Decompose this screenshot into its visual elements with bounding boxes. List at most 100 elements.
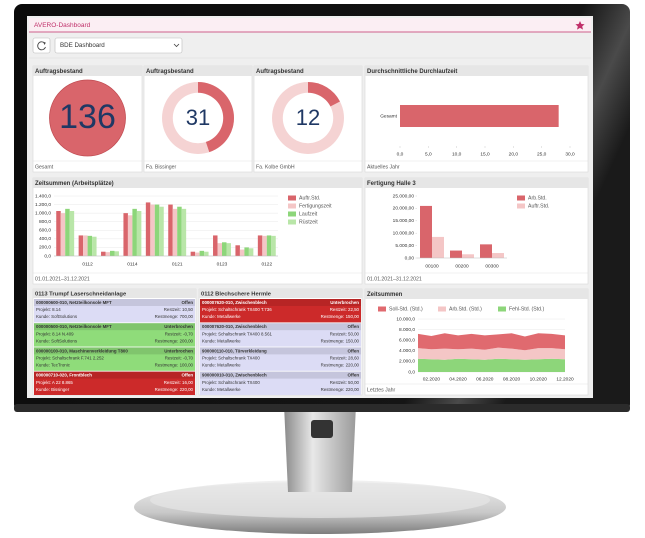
job-title: 000007620-010, Zwischenblech <box>202 300 267 305</box>
app-title: AVERO-Dashboard <box>34 22 91 29</box>
job-card-header <box>34 371 195 379</box>
bar <box>222 242 227 256</box>
job-title: 000000600-010, Netzteilkonsole MFT <box>36 300 112 305</box>
list-title: 0112 Blechschere Hermle <box>201 292 272 298</box>
job-project: Projekt: Schaltschrank TX400 <box>202 380 260 385</box>
legend-label: Soll-Std. (Std.) <box>389 306 423 312</box>
bar <box>132 208 137 256</box>
job-customer: Kunde: Metallwerke <box>202 363 241 368</box>
x-tick-label: 0121 <box>172 261 183 267</box>
bezel-bottom <box>14 404 630 412</box>
x-tick-label: 10.2020 <box>530 376 548 382</box>
favorite-icon[interactable] <box>575 21 585 30</box>
bar <box>154 204 160 256</box>
job-title: 000000710-020, Frontblech <box>36 373 92 378</box>
job-rest-time: Restzeit: 16,00 <box>164 380 194 385</box>
job-card-header <box>200 371 361 379</box>
job-customer: Kunde: Metallwerke <box>202 387 241 392</box>
legend-label: Auftr.Std. <box>299 195 320 201</box>
job-status: Offen <box>182 373 194 378</box>
x-tick-label: 0112 <box>82 261 93 267</box>
list-title: 0113 Trumpf Laserschneidanlage <box>35 292 127 298</box>
panel-title: Auftragsbestand <box>256 69 304 75</box>
panel-footer: Fa. Bissinger <box>146 164 177 170</box>
y-tick-label: 5.000,00 <box>395 243 414 249</box>
legend-label: Fertigungszeit <box>299 203 332 209</box>
x-tick-label: 10,0 <box>452 151 462 157</box>
panel-footer: Gesamt <box>35 164 54 170</box>
job-card <box>34 371 195 395</box>
job-title: 000000100-010, Maschinenverkleidung T800 <box>36 348 128 353</box>
job-status: Offen <box>348 324 360 329</box>
bar <box>60 213 66 256</box>
panel <box>32 177 363 285</box>
legend-swatch <box>288 211 296 217</box>
job-customer: Kunde: TecTronic <box>36 363 71 368</box>
legend-label: Arb.Std. (Std.) <box>449 306 482 312</box>
y-category-label: Gesamt <box>380 113 397 119</box>
dropdown-chevron <box>173 43 180 48</box>
x-tick-label: 0114 <box>127 261 138 267</box>
bar <box>244 247 249 256</box>
bar <box>432 236 444 258</box>
job-card-header <box>200 299 361 306</box>
job-rest-qty: Restmenge: 150,00 <box>321 338 360 343</box>
dashboard-dropdown[interactable] <box>54 37 183 54</box>
y-tick-label: 1.400,0 <box>35 193 51 199</box>
bar <box>195 252 200 256</box>
legend-swatch <box>517 203 525 209</box>
stacked-area <box>418 358 565 372</box>
bar <box>257 235 263 256</box>
legend-swatch <box>498 306 506 312</box>
panel-footer: 01.01.2021–31.12.2021 <box>35 276 90 282</box>
job-status: Offen <box>348 373 360 378</box>
bar <box>150 204 155 256</box>
job-status: Unterbrochen <box>164 348 193 353</box>
legend-swatch <box>288 219 296 225</box>
bar <box>168 204 173 256</box>
job-status: Offen <box>348 348 360 353</box>
panel <box>364 177 589 285</box>
legend-label: Fehl-Std. (Std.) <box>509 306 544 312</box>
job-card <box>34 299 195 323</box>
job-project: Projekt: A 22 8.865 <box>36 380 73 385</box>
job-rest-time: Restzeit: 10,50 <box>164 307 194 312</box>
x-tick-label: 0123 <box>217 261 228 267</box>
legend-label: Rüstzeit <box>299 219 318 225</box>
job-card <box>34 323 195 347</box>
bar <box>159 206 164 256</box>
job-title: 000007620-010, Zwischenblech <box>202 324 267 329</box>
panel-footer: Fa. Kolbe GmbH <box>256 164 295 170</box>
x-tick-label: 04.2020 <box>449 376 467 382</box>
x-tick-label: 15,0 <box>480 151 490 157</box>
refresh-icon <box>37 41 46 51</box>
job-project: Projekt: Schaltschrank TX400 <box>202 356 260 361</box>
legend-label: Auftr.Std. <box>528 203 549 209</box>
y-tick-label: 10.000,0 <box>396 316 415 322</box>
x-tick-label: 08.2020 <box>503 376 521 382</box>
x-tick-label: 06.2020 <box>476 376 494 382</box>
bar <box>83 235 88 256</box>
refresh-button[interactable] <box>32 37 51 54</box>
job-card-header <box>34 299 195 306</box>
y-tick-label: 0,0 <box>408 369 415 375</box>
bar <box>213 235 218 256</box>
job-rest-time: Restzeit: 50,00 <box>330 380 360 385</box>
panel-title: Durchschnittliche Durchlaufzeit <box>367 69 457 75</box>
job-card <box>200 371 361 395</box>
y-tick-label: 1.000,0 <box>35 210 51 216</box>
panel-title: Auftragsbestand <box>35 69 83 75</box>
bar <box>78 235 84 256</box>
job-project: Projekt: 8.14 <box>36 307 61 312</box>
bar <box>239 249 245 256</box>
bar <box>450 250 462 258</box>
x-tick-label: 20,0 <box>509 151 519 157</box>
job-rest-time: Restzeit: 22,50 <box>330 307 360 312</box>
legend-swatch <box>438 306 446 312</box>
y-tick-label: 4.000,0 <box>399 348 415 354</box>
job-rest-time: Restzeit: 28,60 <box>330 356 360 361</box>
list-header <box>199 289 362 298</box>
bar <box>65 208 70 256</box>
job-card <box>200 323 361 347</box>
job-customer: Kunde: SoftSolutions <box>36 338 78 343</box>
